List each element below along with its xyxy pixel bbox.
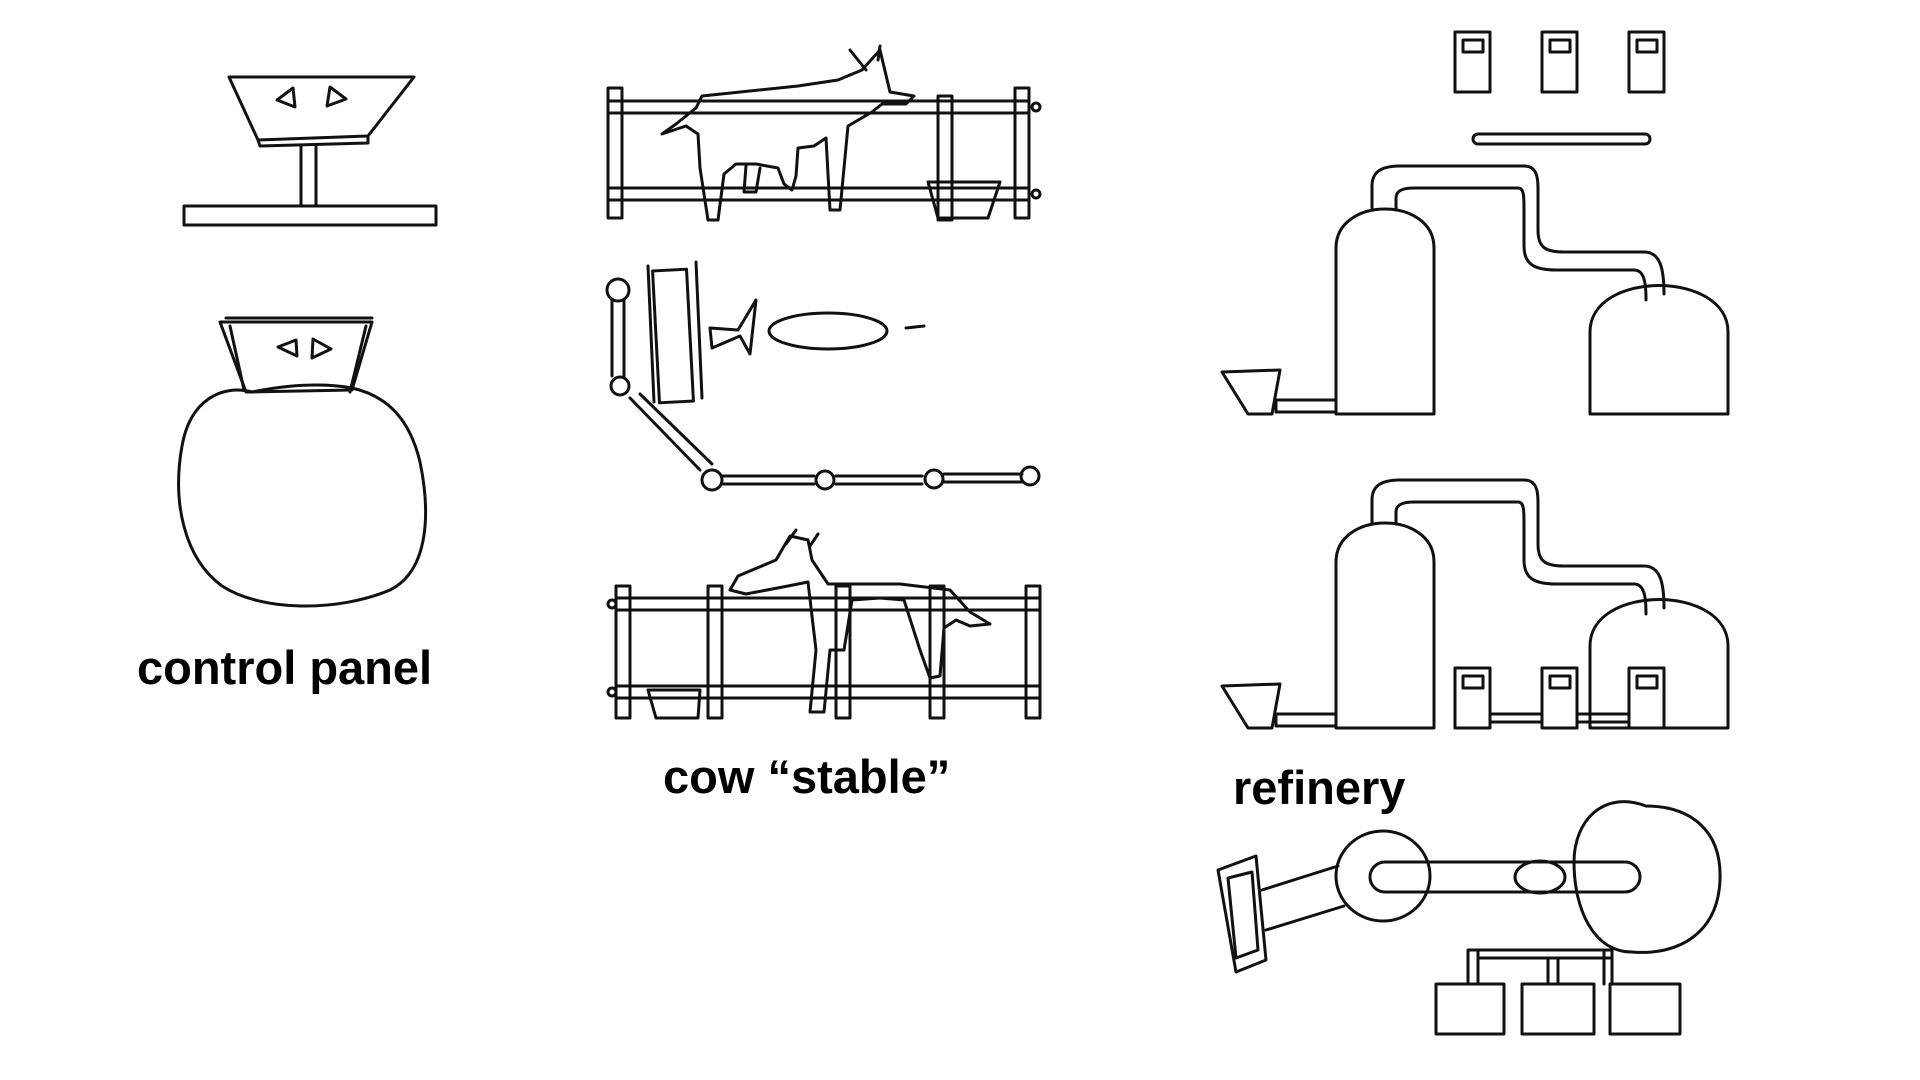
right-arrow-button-icon: [310, 337, 333, 360]
terminal-icon: [1540, 30, 1579, 94]
cow-stable-front-view: [606, 528, 1042, 720]
control-panel-top-view: [177, 316, 428, 608]
cow-stable-top-view: [605, 260, 1041, 492]
refinery-caption: refinery: [1233, 761, 1406, 814]
left-arrow-button-icon: [276, 338, 299, 358]
cow-figure-top: [708, 298, 758, 356]
terminal-icon: [1453, 30, 1492, 94]
terminal-icon: [1627, 666, 1666, 730]
refinery-side-view-bottom: [1220, 478, 1730, 730]
left-arrow-button-icon: [275, 86, 297, 109]
cow-figure-front: [728, 534, 992, 714]
terminal-icon: [1540, 666, 1579, 730]
terminal-icon: [1627, 30, 1666, 94]
refinery-side-view-top: [1220, 30, 1730, 416]
cow-stable-side-view: [606, 44, 1042, 222]
cow-stable-caption: cow “stable”: [663, 750, 951, 803]
terminal-icon: [1453, 666, 1492, 730]
control-panel-caption: control panel: [137, 641, 433, 694]
right-arrow-button-icon: [325, 85, 348, 108]
cow-figure: [660, 48, 916, 222]
control-panel-side-view: [182, 75, 438, 227]
refinery-top-view: [1216, 800, 1722, 1036]
